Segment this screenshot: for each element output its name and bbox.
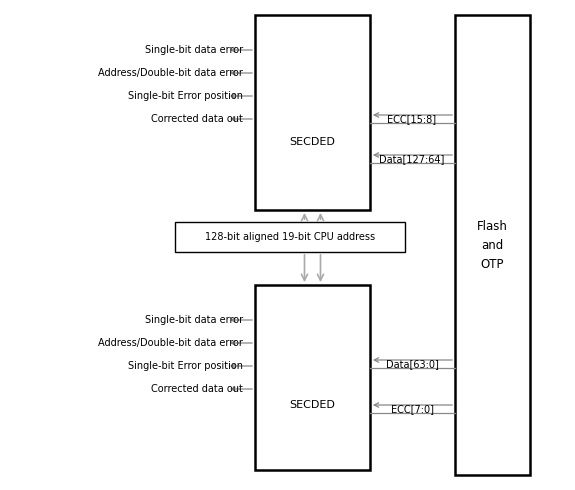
Text: ECC[7:0]: ECC[7:0] — [390, 404, 434, 414]
Text: Single-bit Error position: Single-bit Error position — [128, 361, 243, 371]
Text: 128-bit aligned 19-bit CPU address: 128-bit aligned 19-bit CPU address — [205, 232, 375, 242]
Text: Corrected data out: Corrected data out — [151, 114, 243, 124]
Text: Data[127:64]: Data[127:64] — [380, 154, 444, 164]
Text: Corrected data out: Corrected data out — [151, 384, 243, 394]
Text: Data[63:0]: Data[63:0] — [386, 359, 439, 369]
Text: Flash
and
OTP: Flash and OTP — [477, 220, 508, 270]
Text: SECDED: SECDED — [290, 137, 335, 147]
Text: Address/Double-bit data error: Address/Double-bit data error — [98, 338, 243, 348]
Text: Single-bit Error position: Single-bit Error position — [128, 91, 243, 101]
Bar — [255, 285, 370, 470]
Bar — [175, 222, 405, 252]
Bar — [455, 15, 530, 475]
Text: ECC[15:8]: ECC[15:8] — [388, 114, 436, 124]
Text: Single-bit data error: Single-bit data error — [145, 315, 243, 325]
Text: Single-bit data error: Single-bit data error — [145, 45, 243, 55]
Bar — [255, 15, 370, 210]
Text: Address/Double-bit data error: Address/Double-bit data error — [98, 68, 243, 78]
Text: SECDED: SECDED — [290, 400, 335, 410]
